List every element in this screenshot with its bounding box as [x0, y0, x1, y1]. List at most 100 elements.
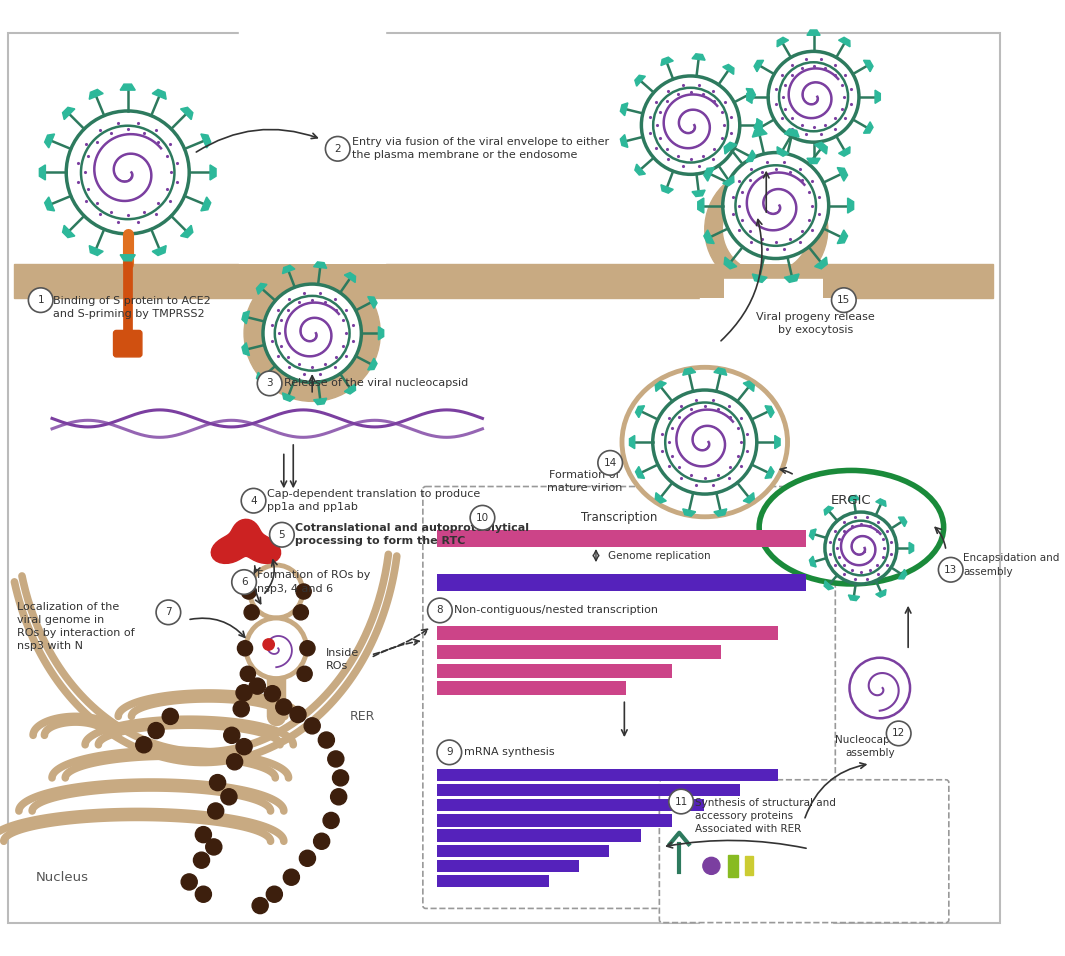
- Circle shape: [269, 523, 294, 547]
- Polygon shape: [257, 372, 267, 383]
- Bar: [14, 264, 263, 298]
- Polygon shape: [120, 254, 135, 261]
- Bar: [437, 574, 806, 591]
- Polygon shape: [723, 64, 734, 75]
- FancyBboxPatch shape: [114, 331, 142, 357]
- Polygon shape: [838, 146, 850, 156]
- Polygon shape: [824, 507, 834, 515]
- Text: 2: 2: [334, 143, 341, 154]
- Circle shape: [703, 858, 720, 875]
- Text: 11: 11: [674, 796, 688, 807]
- Text: Synthesis of structural and
accessory proteins
Associated with RER: Synthesis of structural and accessory pr…: [695, 797, 836, 834]
- Bar: [437, 681, 626, 695]
- Circle shape: [244, 265, 380, 402]
- Circle shape: [263, 284, 361, 382]
- Text: Localization of the
viral genome in
ROs by interaction of
nsp3 with N: Localization of the viral genome in ROs …: [17, 601, 134, 651]
- Bar: [437, 784, 740, 796]
- Text: 13: 13: [944, 565, 957, 575]
- Polygon shape: [704, 230, 715, 244]
- Polygon shape: [774, 435, 780, 448]
- Polygon shape: [784, 274, 799, 282]
- Polygon shape: [747, 150, 755, 162]
- Text: Cap-dependent translation to produce
pp1a and pp1ab: Cap-dependent translation to produce pp1…: [266, 489, 480, 512]
- Polygon shape: [849, 595, 859, 600]
- Circle shape: [427, 598, 453, 622]
- Polygon shape: [784, 129, 799, 137]
- Circle shape: [249, 678, 265, 694]
- Circle shape: [236, 739, 252, 754]
- Text: 1: 1: [37, 295, 44, 305]
- Polygon shape: [777, 37, 788, 47]
- Polygon shape: [752, 129, 767, 137]
- Bar: [376, 264, 979, 298]
- Polygon shape: [807, 159, 820, 163]
- Polygon shape: [242, 311, 249, 324]
- Polygon shape: [723, 176, 734, 185]
- Circle shape: [237, 641, 252, 656]
- Circle shape: [768, 52, 859, 142]
- Bar: [700, 279, 833, 956]
- Text: Non-contiguous/nested transcription: Non-contiguous/nested transcription: [454, 605, 658, 616]
- Polygon shape: [661, 185, 673, 193]
- Polygon shape: [63, 226, 75, 238]
- Circle shape: [135, 737, 152, 752]
- Circle shape: [252, 898, 268, 914]
- Polygon shape: [824, 580, 834, 590]
- Circle shape: [224, 728, 240, 744]
- Circle shape: [723, 153, 829, 258]
- Circle shape: [470, 506, 495, 530]
- FancyBboxPatch shape: [659, 780, 949, 923]
- Polygon shape: [765, 405, 774, 418]
- Polygon shape: [747, 89, 755, 100]
- Polygon shape: [754, 60, 764, 72]
- Text: 5: 5: [279, 530, 285, 540]
- Polygon shape: [201, 197, 211, 211]
- Circle shape: [724, 186, 808, 272]
- Circle shape: [242, 584, 257, 599]
- Bar: [14, 264, 994, 298]
- Polygon shape: [683, 509, 695, 516]
- Polygon shape: [257, 283, 267, 294]
- Text: 14: 14: [604, 458, 617, 467]
- Circle shape: [323, 813, 339, 829]
- Text: Formation of
mature virion: Formation of mature virion: [547, 470, 622, 493]
- Circle shape: [208, 803, 224, 819]
- Text: Nucleocapsid
assembly: Nucleocapsid assembly: [835, 735, 905, 758]
- Circle shape: [181, 874, 197, 890]
- Circle shape: [938, 557, 963, 582]
- Polygon shape: [754, 121, 764, 133]
- Polygon shape: [899, 570, 906, 579]
- Polygon shape: [120, 84, 135, 90]
- Polygon shape: [692, 190, 705, 197]
- Polygon shape: [837, 230, 848, 244]
- Text: 15: 15: [837, 295, 851, 305]
- Text: 9: 9: [446, 748, 453, 757]
- Circle shape: [263, 639, 275, 650]
- Polygon shape: [181, 107, 193, 120]
- Circle shape: [195, 886, 212, 902]
- Circle shape: [246, 618, 307, 679]
- Polygon shape: [815, 142, 828, 154]
- Polygon shape: [89, 89, 103, 99]
- Polygon shape: [757, 119, 763, 132]
- Text: 8: 8: [437, 605, 443, 616]
- Circle shape: [195, 827, 212, 842]
- Circle shape: [244, 605, 259, 619]
- Polygon shape: [704, 167, 715, 182]
- Polygon shape: [899, 517, 906, 527]
- Bar: [240, 26, 386, 286]
- Circle shape: [258, 371, 282, 396]
- Circle shape: [850, 658, 910, 718]
- Bar: [437, 769, 777, 781]
- Circle shape: [825, 512, 897, 584]
- Polygon shape: [313, 399, 327, 404]
- Text: Inside
ROs: Inside ROs: [326, 648, 360, 671]
- Circle shape: [210, 774, 226, 791]
- Circle shape: [305, 718, 321, 734]
- Text: mRNA synthesis: mRNA synthesis: [463, 748, 554, 757]
- Polygon shape: [743, 381, 754, 391]
- Circle shape: [297, 666, 312, 682]
- Polygon shape: [152, 246, 166, 255]
- Polygon shape: [910, 542, 914, 554]
- Circle shape: [326, 137, 350, 162]
